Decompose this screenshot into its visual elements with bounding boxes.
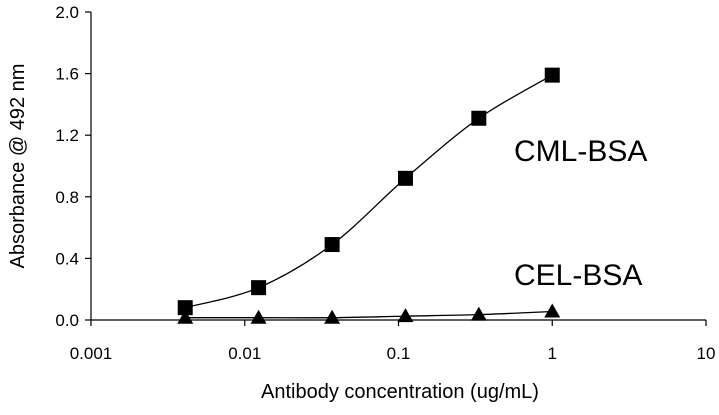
data-point-square: [251, 280, 267, 296]
x-tick-label: 1: [548, 344, 557, 363]
x-tick-label: 10: [697, 344, 716, 363]
x-tick-label: 0.001: [70, 344, 113, 363]
data-point-square: [397, 170, 413, 186]
x-axis-label: Antibody concentration (ug/mL): [261, 381, 539, 403]
series-label-cml-bsa: CML-BSA: [514, 135, 647, 168]
data-point-square: [471, 110, 487, 126]
data-point-triangle: [470, 306, 487, 321]
y-tick-label: 1.2: [55, 126, 79, 145]
y-tick-label: 1.6: [55, 65, 79, 84]
series-layer: [177, 67, 561, 324]
data-point-square: [544, 67, 560, 83]
y-tick-label: 0.4: [55, 249, 79, 268]
series-label-cel-bsa: CEL-BSA: [514, 259, 642, 292]
series-cel-bsa: [177, 303, 561, 324]
y-tick-label: 0.8: [55, 188, 79, 207]
data-point-square: [324, 237, 340, 253]
data-point-triangle: [544, 303, 561, 318]
y-tick-label: 0.0: [55, 311, 79, 330]
data-point-triangle: [250, 309, 267, 324]
y-axis-label: Absorbance @ 492 nm: [7, 64, 29, 269]
data-point-triangle: [177, 309, 194, 324]
data-point-triangle: [324, 309, 341, 324]
series-line: [185, 310, 553, 319]
x-tick-label: 0.01: [228, 344, 261, 363]
x-axis-ticks: 0.001 0.01 0.1 1 10: [70, 320, 716, 363]
y-axis-ticks: 0.0 0.4 0.8 1.2 1.6 2.0: [55, 3, 91, 330]
series-line: [185, 74, 553, 309]
y-tick-label: 2.0: [55, 3, 79, 22]
series-cml-bsa: [177, 67, 560, 316]
data-point-triangle: [397, 308, 414, 323]
x-tick-label: 0.1: [387, 344, 411, 363]
data-point-square: [177, 300, 193, 316]
